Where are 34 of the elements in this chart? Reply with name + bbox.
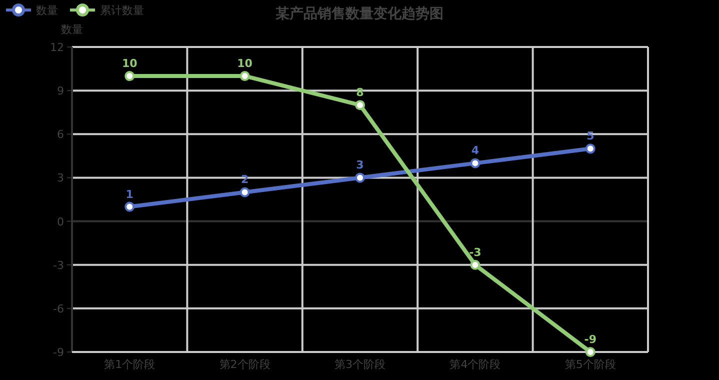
point xyxy=(355,172,365,183)
point xyxy=(124,202,135,212)
x-tick-label: 第4个阶段 xyxy=(450,358,501,371)
point xyxy=(124,71,135,82)
data-label: 4 xyxy=(471,144,480,158)
x-tick-label: 第2个阶段 xyxy=(219,358,270,371)
y-tick-label: -9 xyxy=(53,346,64,359)
legend-label: 数量 xyxy=(36,4,58,17)
y-tick-label: -3 xyxy=(53,258,64,272)
point xyxy=(585,144,596,154)
data-label: 1 xyxy=(126,188,134,201)
x-tick-label: 第3个阶段 xyxy=(334,358,386,371)
data-label: -3 xyxy=(469,246,482,259)
data-label: 10 xyxy=(122,57,138,70)
data-label: 10 xyxy=(237,57,253,70)
point xyxy=(470,158,480,168)
y-tick-label: 12 xyxy=(50,41,64,54)
point xyxy=(585,347,596,357)
y-axis-title: 数量 xyxy=(61,23,83,36)
data-label: 3 xyxy=(356,158,364,172)
legend-label: 累计数量 xyxy=(100,4,144,17)
point xyxy=(240,71,250,82)
y-tick-label: 9 xyxy=(57,84,64,98)
x-tick-label: 第5个阶段 xyxy=(564,358,616,371)
y-tick-label: -6 xyxy=(53,302,64,316)
data-label: -9 xyxy=(584,333,597,346)
point xyxy=(355,100,365,110)
y-tick-label: 0 xyxy=(57,215,64,228)
point xyxy=(240,187,250,198)
y-tick-label: 6 xyxy=(57,128,64,142)
x-tick-label: 第1个阶段 xyxy=(104,358,156,371)
chart-title: 某产品销售数量变化趋势图 xyxy=(274,5,444,22)
point xyxy=(470,260,480,270)
y-tick-label: 3 xyxy=(57,172,64,185)
